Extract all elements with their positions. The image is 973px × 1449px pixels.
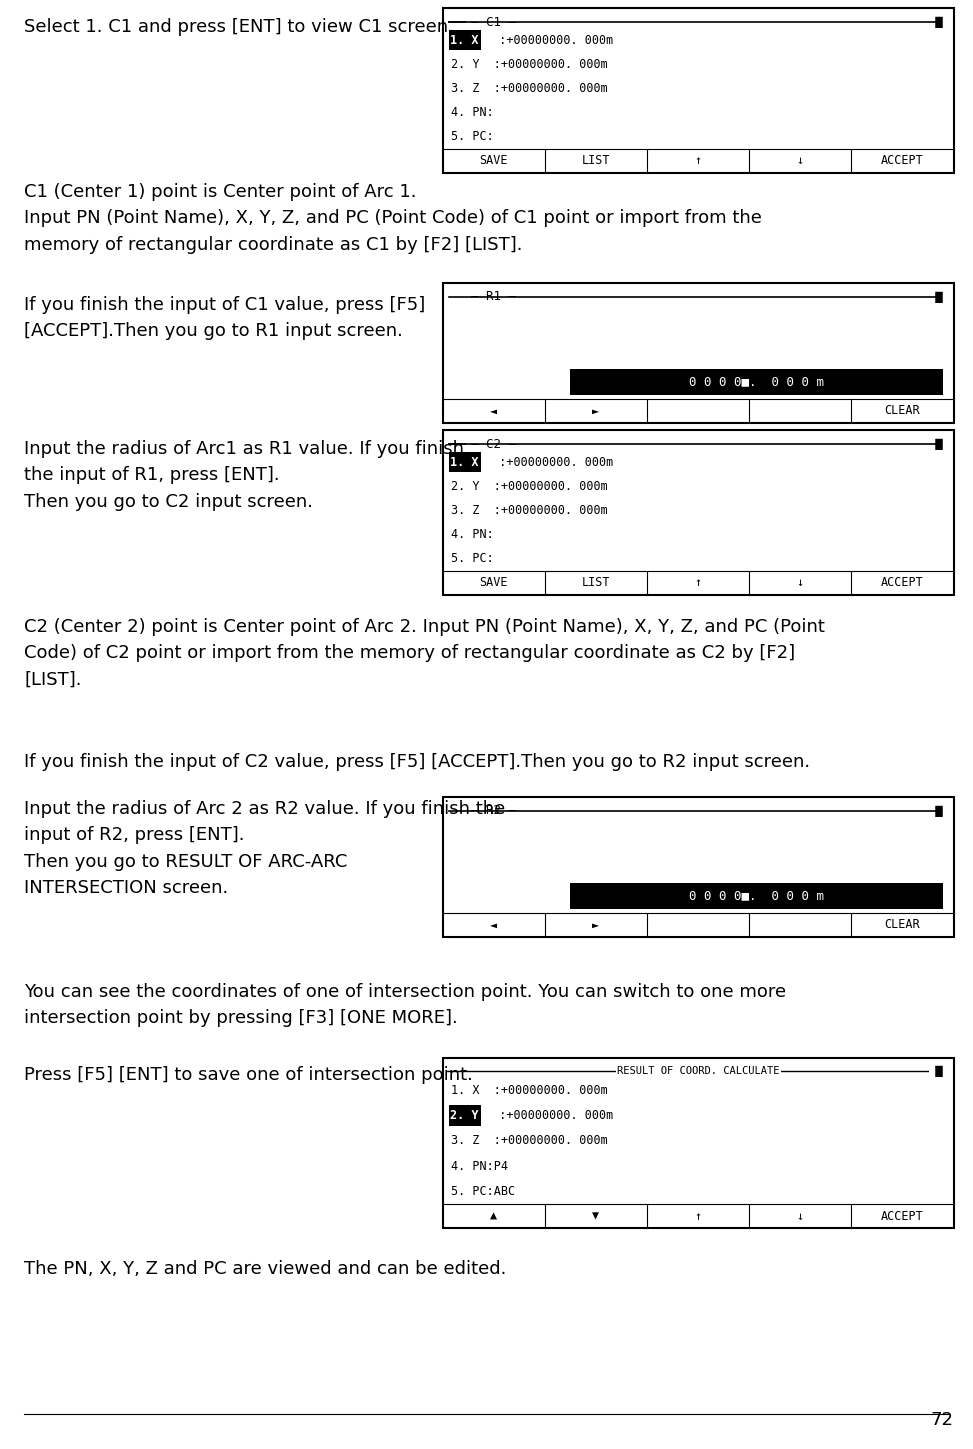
Text: ►: ► bbox=[593, 919, 599, 932]
Text: You can see the coordinates of one of intersection point. You can switch to one : You can see the coordinates of one of in… bbox=[24, 982, 786, 1027]
Text: ↑: ↑ bbox=[695, 1210, 702, 1223]
Text: 4. PN:: 4. PN: bbox=[450, 106, 493, 119]
Text: :+00000000. 000m: :+00000000. 000m bbox=[485, 1110, 613, 1123]
Text: ▼: ▼ bbox=[593, 1210, 599, 1223]
Text: ↓: ↓ bbox=[797, 155, 804, 168]
Text: RESULT OF COORD. CALCULATE: RESULT OF COORD. CALCULATE bbox=[617, 1066, 779, 1077]
Text: 72: 72 bbox=[930, 1411, 953, 1429]
Bar bbox=[570, 369, 944, 396]
Text: :+00000000. 000m: :+00000000. 000m bbox=[485, 455, 613, 468]
Text: ↓: ↓ bbox=[797, 577, 804, 590]
Bar bbox=[443, 1058, 954, 1227]
Bar bbox=[570, 882, 944, 909]
Text: ▐▌: ▐▌ bbox=[930, 1065, 948, 1077]
Text: 1. X  :+00000000. 000m: 1. X :+00000000. 000m bbox=[450, 1084, 607, 1097]
Text: Select 1. C1 and press [ENT] to view C1 screen.: Select 1. C1 and press [ENT] to view C1 … bbox=[24, 17, 454, 36]
Text: ACCEPT: ACCEPT bbox=[882, 577, 923, 590]
Bar bbox=[443, 283, 954, 423]
Text: ACCEPT: ACCEPT bbox=[882, 1210, 923, 1223]
Text: CLEAR: CLEAR bbox=[884, 404, 920, 417]
Text: ▐▌: ▐▌ bbox=[930, 16, 948, 28]
Text: Input the radius of Arc 2 as R2 value. If you finish the
input of R2, press [ENT: Input the radius of Arc 2 as R2 value. I… bbox=[24, 800, 506, 897]
Text: 1. X: 1. X bbox=[450, 33, 479, 46]
Text: Input the radius of Arc1 as R1 value. If you finish
the input of R1, press [ENT]: Input the radius of Arc1 as R1 value. If… bbox=[24, 440, 464, 511]
Text: ◄: ◄ bbox=[490, 404, 497, 417]
Text: 3. Z  :+00000000. 000m: 3. Z :+00000000. 000m bbox=[450, 1135, 607, 1148]
Text: If you finish the input of C2 value, press [F5] [ACCEPT].Then you go to R2 input: If you finish the input of C2 value, pre… bbox=[24, 753, 811, 771]
Bar bbox=[443, 797, 954, 938]
Text: 2. Y: 2. Y bbox=[450, 1110, 479, 1123]
Text: — C1 —: — C1 — bbox=[471, 16, 516, 29]
Text: 4. PN:P4: 4. PN:P4 bbox=[450, 1159, 508, 1172]
Text: LIST: LIST bbox=[582, 155, 610, 168]
Bar bbox=[443, 9, 954, 172]
Text: 3. Z  :+00000000. 000m: 3. Z :+00000000. 000m bbox=[450, 504, 607, 517]
Text: — R1 —: — R1 — bbox=[471, 290, 516, 303]
Text: 0 0 0 0■.  0 0 0 m: 0 0 0 0■. 0 0 0 m bbox=[690, 375, 824, 388]
Text: ▐▌: ▐▌ bbox=[930, 806, 948, 817]
Text: C1 (Center 1) point is Center point of Arc 1.
Input PN (Point Name), X, Y, Z, an: C1 (Center 1) point is Center point of A… bbox=[24, 183, 762, 254]
Text: ▐▌: ▐▌ bbox=[930, 291, 948, 303]
Text: ACCEPT: ACCEPT bbox=[882, 155, 923, 168]
Text: ►: ► bbox=[593, 404, 599, 417]
Text: If you finish the input of C1 value, press [F5]
[ACCEPT].Then you go to R1 input: If you finish the input of C1 value, pre… bbox=[24, 296, 425, 341]
Text: 4. PN:: 4. PN: bbox=[450, 529, 493, 540]
Text: — C2 —: — C2 — bbox=[471, 438, 516, 451]
Text: 5. PC:: 5. PC: bbox=[450, 130, 493, 143]
Text: 5. PC:: 5. PC: bbox=[450, 552, 493, 565]
Text: CLEAR: CLEAR bbox=[884, 919, 920, 932]
Text: ◄: ◄ bbox=[490, 919, 497, 932]
Text: ↑: ↑ bbox=[695, 155, 702, 168]
Text: LIST: LIST bbox=[582, 577, 610, 590]
Text: C2 (Center 2) point is Center point of Arc 2. Input PN (Point Name), X, Y, Z, an: C2 (Center 2) point is Center point of A… bbox=[24, 619, 825, 688]
Text: SAVE: SAVE bbox=[480, 155, 508, 168]
Text: ↓: ↓ bbox=[797, 1210, 804, 1223]
Bar bbox=[449, 452, 481, 472]
Text: 0 0 0 0■.  0 0 0 m: 0 0 0 0■. 0 0 0 m bbox=[690, 890, 824, 903]
Bar bbox=[449, 1106, 481, 1126]
Text: 3. Z  :+00000000. 000m: 3. Z :+00000000. 000m bbox=[450, 83, 607, 96]
Text: Press [F5] [ENT] to save one of intersection point.: Press [F5] [ENT] to save one of intersec… bbox=[24, 1066, 473, 1084]
Text: SAVE: SAVE bbox=[480, 577, 508, 590]
Text: 2. Y  :+00000000. 000m: 2. Y :+00000000. 000m bbox=[450, 480, 607, 493]
Text: The PN, X, Y, Z and PC are viewed and can be edited.: The PN, X, Y, Z and PC are viewed and ca… bbox=[24, 1261, 507, 1278]
Text: ▐▌: ▐▌ bbox=[930, 439, 948, 449]
Bar bbox=[449, 30, 481, 51]
Text: ↑: ↑ bbox=[695, 577, 702, 590]
Bar bbox=[443, 430, 954, 596]
Text: 1. X: 1. X bbox=[450, 455, 479, 468]
Text: — R2 —: — R2 — bbox=[471, 804, 516, 817]
Text: 5. PC:ABC: 5. PC:ABC bbox=[450, 1185, 515, 1198]
Text: 2. Y  :+00000000. 000m: 2. Y :+00000000. 000m bbox=[450, 58, 607, 71]
Text: :+00000000. 000m: :+00000000. 000m bbox=[485, 33, 613, 46]
Text: ▲: ▲ bbox=[490, 1210, 497, 1223]
